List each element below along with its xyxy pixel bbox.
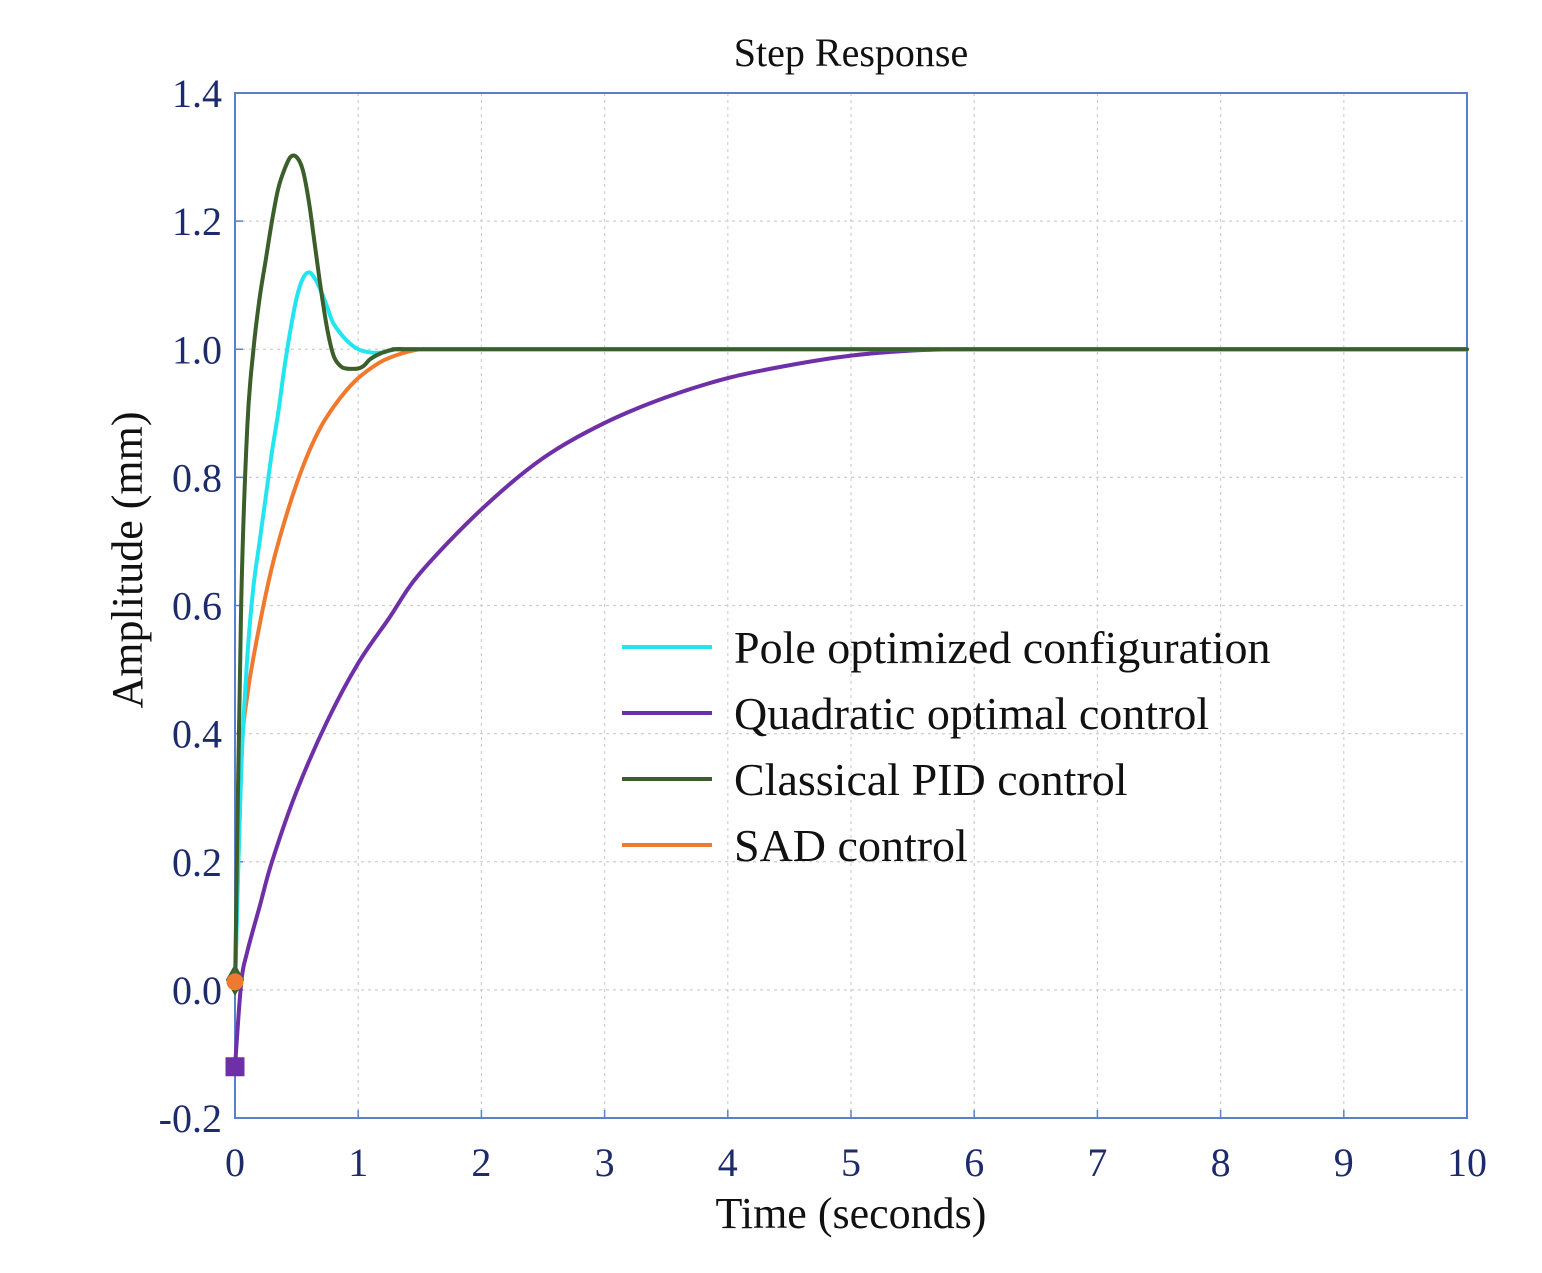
x-tick-label: 9: [1334, 1140, 1354, 1185]
x-tick-label: 2: [471, 1140, 491, 1185]
x-tick-label: 0: [225, 1140, 245, 1185]
y-tick-label: -0.2: [159, 1096, 222, 1141]
y-tick-label: 1.4: [172, 71, 222, 116]
x-tick-label: 7: [1087, 1140, 1107, 1185]
grid: [235, 93, 1467, 1118]
start-marker-square: [225, 1057, 245, 1077]
series-lines: [233, 153, 1469, 1069]
legend-label: Classical PID control: [734, 754, 1128, 805]
y-tick-label: 0.0: [172, 968, 222, 1013]
x-axis: 0 1 2 3 4 5 6 7 8 9 10: [225, 1110, 1487, 1185]
chart-title: Step Response: [734, 30, 968, 75]
x-tick-label: 6: [964, 1140, 984, 1185]
y-tick-label: 1.0: [172, 327, 222, 372]
legend: Pole optimized configuration Quadratic op…: [622, 622, 1271, 871]
x-tick-label: 8: [1211, 1140, 1231, 1185]
x-tick-label: 5: [841, 1140, 861, 1185]
y-tick-label: 0.6: [172, 584, 222, 629]
y-axis: -0.2 0.0 0.2 0.4 0.6 0.8 1.0 1.2 1.4: [159, 71, 243, 1141]
x-axis-label: Time (seconds): [716, 1189, 987, 1238]
start-markers: [225, 963, 245, 1077]
start-marker-circle: [226, 973, 244, 991]
legend-label: Quadratic optimal control: [734, 688, 1209, 739]
y-tick-label: 0.4: [172, 712, 222, 757]
legend-label: SAD control: [734, 820, 968, 871]
x-tick-label: 3: [595, 1140, 615, 1185]
y-axis-label: Amplitude (mm): [103, 412, 152, 709]
legend-label: Pole optimized configuration: [734, 622, 1271, 673]
x-tick-label: 4: [718, 1140, 738, 1185]
x-tick-label: 10: [1447, 1140, 1487, 1185]
series-line-classical-pid-control: [233, 153, 1469, 992]
y-tick-label: 0.2: [172, 840, 222, 885]
y-tick-label: 1.2: [172, 199, 222, 244]
x-tick-label: 1: [348, 1140, 368, 1185]
y-tick-label: 0.8: [172, 455, 222, 500]
